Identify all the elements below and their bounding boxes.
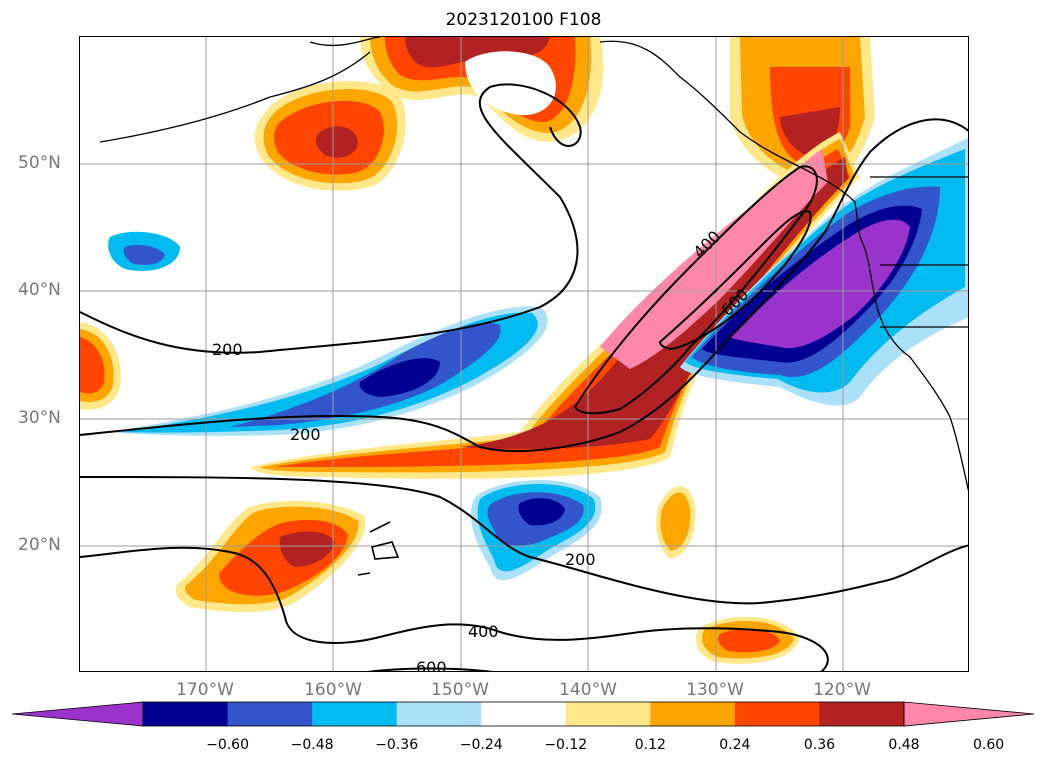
contour-label: 200 <box>290 425 321 444</box>
shading-hawaii-positive <box>175 501 366 612</box>
shading-ne-pacific <box>254 80 406 191</box>
colorbar-segment <box>227 702 313 726</box>
contour-label: 200 <box>212 340 243 359</box>
colorbar-tick-label: 0.24 <box>719 737 751 753</box>
shading-gulf-alaska <box>360 37 604 142</box>
height-contours <box>80 83 968 671</box>
colorbar-segment <box>565 702 651 726</box>
lat-label-40n: 40°N <box>18 280 61 300</box>
lon-label-140w: 140°W <box>559 680 617 700</box>
lat-label-50n: 50°N <box>18 153 61 173</box>
colorbar-tick-label: 0.48 <box>888 737 920 753</box>
coastlines <box>99 37 968 576</box>
lon-label-120w: 120°W <box>813 680 871 700</box>
shading-west-edge <box>80 322 121 410</box>
map-panel: 200 200 200 400 400 600 600 <box>79 36 969 672</box>
contour-label: 600 <box>416 658 447 672</box>
contour-label: 400 <box>468 622 499 641</box>
map-canvas: 200 200 200 400 400 600 600 <box>80 37 968 672</box>
colorbar-tick-label: −0.36 <box>375 737 419 753</box>
colorbar-segment <box>650 702 736 726</box>
colorbar-tick-label: −0.12 <box>544 737 588 753</box>
colorbar-tick-label: −0.48 <box>290 737 334 753</box>
lat-label-20n: 20°N <box>18 535 61 555</box>
shading-negative-trough <box>680 137 968 406</box>
colorbar-tick-label: 0.12 <box>634 737 666 753</box>
colorbar-segment <box>396 702 482 726</box>
colorbar <box>12 701 1035 727</box>
colorbar-tick-label: −0.60 <box>206 737 249 753</box>
map-title: 2023120100 F108 <box>445 10 602 30</box>
lon-label-160w: 160°W <box>304 680 362 700</box>
colorbar-extend-min <box>12 701 144 727</box>
shading-subtropical-negative <box>470 480 602 581</box>
colorbar-segment <box>312 702 398 726</box>
lon-label-150w: 150°W <box>431 680 489 700</box>
colorbar-extend-max <box>903 701 1035 727</box>
shading-small-positive <box>656 486 800 664</box>
colorbar-tick-label: −0.24 <box>459 737 503 753</box>
contour-label: 200 <box>565 550 596 569</box>
shading-central-negative <box>110 306 548 436</box>
lat-label-30n: 30°N <box>18 408 61 428</box>
colorbar-tick-label: 0.36 <box>803 737 836 753</box>
colorbar-segment <box>143 702 229 726</box>
lon-label-170w: 170°W <box>176 680 234 700</box>
colorbar-tick-label: 0.60 <box>972 737 1005 753</box>
lon-label-130w: 130°W <box>686 680 744 700</box>
colorbar-segment <box>819 702 905 726</box>
colorbar-segment <box>734 702 820 726</box>
colorbar-segment <box>481 702 567 726</box>
